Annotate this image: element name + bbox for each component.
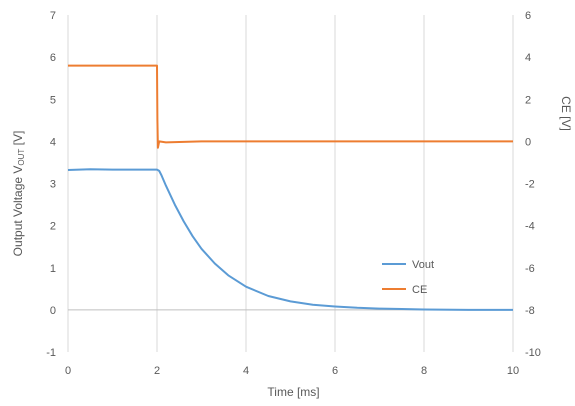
right-y-tick-label-8: 6 [525, 10, 531, 22]
x-tick-label-2: 4 [243, 365, 249, 377]
left-y-tick-label-6: 5 [50, 94, 56, 106]
left-y-tick-label-1: 0 [50, 305, 56, 317]
x-tick-label-3: 6 [332, 365, 338, 377]
left-y-axis-title-suffix: [V] [11, 131, 25, 149]
series-line-vout [67, 168, 513, 311]
right-y-tick-label-3: -4 [525, 221, 535, 233]
x-tick-labels: 0 2 4 6 8 10 [65, 365, 519, 377]
left-y-tick-label-0: -1 [46, 347, 56, 359]
left-y-tick-label-4: 3 [50, 179, 56, 191]
right-y-tick-label-6: 2 [525, 94, 531, 106]
right-y-axis-title: CE [V] [559, 96, 573, 131]
right-y-tick-label-4: -2 [525, 179, 535, 191]
left-y-axis-title-prefix: Output Voltage V [11, 166, 25, 257]
legend: Vout CE [382, 259, 434, 296]
x-tick-label-1: 2 [154, 365, 160, 377]
left-y-tick-label-2: 1 [50, 263, 56, 275]
left-y-axis-title-subscript: OUT [17, 149, 26, 166]
x-tick-label-5: 10 [507, 365, 519, 377]
left-y-axis-title: Output Voltage VOUT [V] [11, 131, 26, 257]
left-y-tick-label-3: 2 [50, 221, 56, 233]
x-tick-label-0: 0 [65, 365, 71, 377]
left-y-tick-label-8: 7 [50, 10, 56, 22]
series-line-ce [68, 64, 513, 149]
left-y-tick-labels: -1 0 1 2 3 4 5 6 7 [46, 10, 56, 359]
right-y-tick-label-0: -10 [525, 347, 541, 359]
right-y-tick-label-7: 4 [525, 52, 531, 64]
left-y-tick-label-5: 4 [50, 136, 56, 148]
legend-label-ce: CE [412, 284, 427, 296]
right-y-tick-labels: -10 -8 -6 -4 -2 0 2 4 6 [525, 10, 541, 359]
x-tick-label-4: 8 [421, 365, 427, 377]
series-layer [67, 64, 513, 311]
x-axis-title: Time [ms] [267, 385, 319, 399]
left-y-tick-label-7: 6 [50, 52, 56, 64]
right-y-tick-label-5: 0 [525, 136, 531, 148]
right-y-tick-label-2: -6 [525, 263, 535, 275]
legend-label-vout: Vout [412, 259, 434, 271]
right-y-tick-label-1: -8 [525, 305, 535, 317]
